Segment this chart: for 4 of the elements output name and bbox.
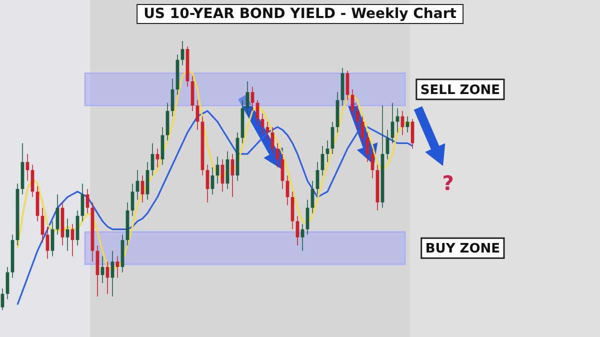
chart-title: US 10-YEAR BOND YIELD - Weekly Chart [136, 4, 464, 24]
annotation: ? [442, 171, 454, 196]
band-label: BUY ZONE [425, 242, 500, 257]
band-label: SELL ZONE [420, 82, 500, 98]
